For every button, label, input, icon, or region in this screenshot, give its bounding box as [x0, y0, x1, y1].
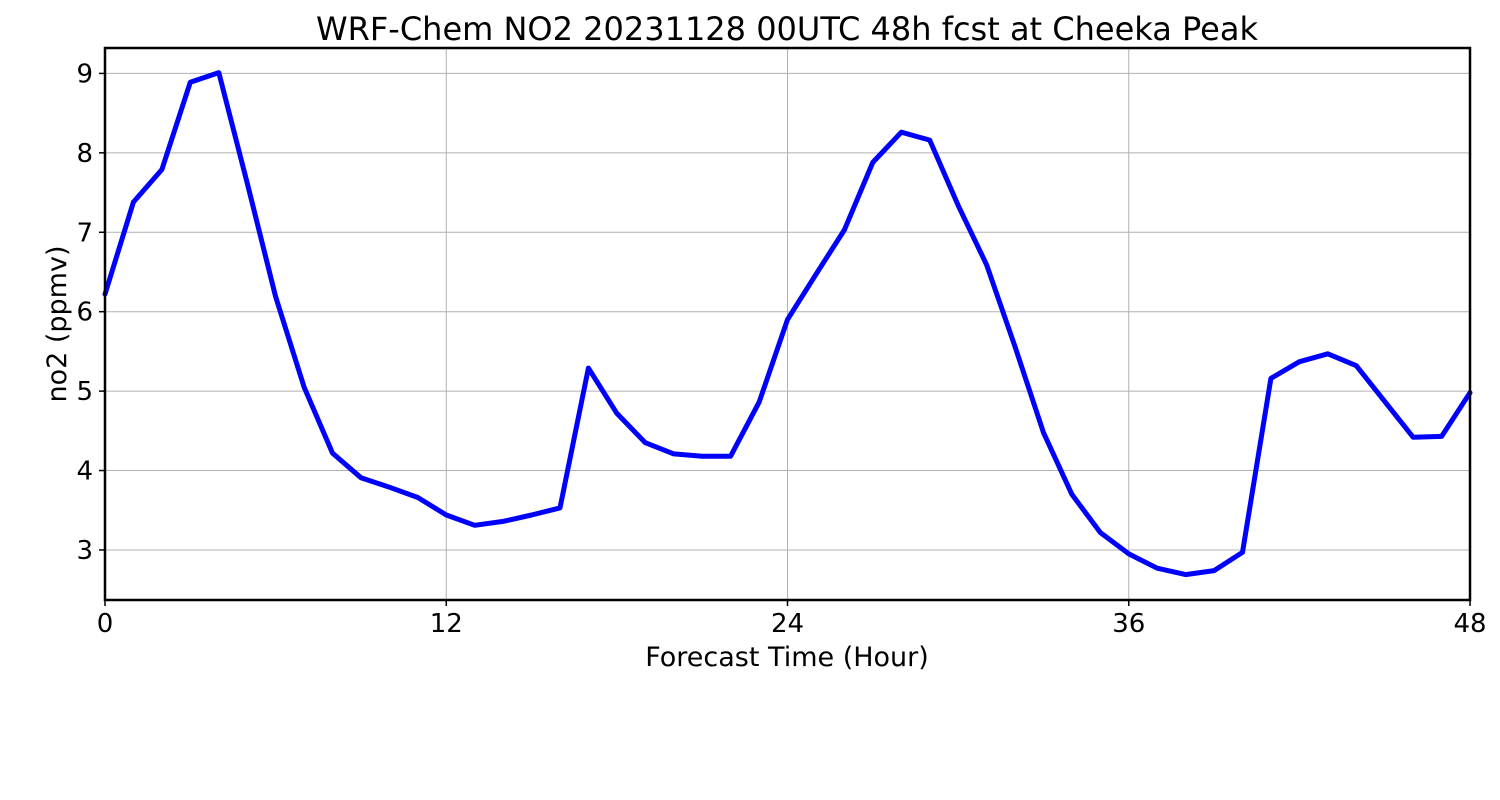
x-axis-label: Forecast Time (Hour) [645, 642, 929, 673]
y-tick-label: 7 [76, 218, 93, 248]
x-tick-label: 12 [430, 609, 463, 639]
axis-ticks: 0 12 24 36 48 3 4 5 6 7 8 9 [76, 59, 1486, 639]
x-tick-label: 36 [1112, 609, 1145, 639]
y-axis-label: no2 (ppmv) [42, 245, 73, 402]
y-tick-label: 6 [76, 298, 93, 328]
series-layer [102, 70, 1473, 578]
y-tick-label: 3 [76, 536, 93, 566]
y-tick-label: 4 [76, 457, 93, 487]
x-tick-label: 48 [1453, 609, 1486, 639]
no2-series-line [102, 70, 1473, 578]
chart-title: WRF-Chem NO2 20231128 00UTC 48h fcst at … [316, 10, 1258, 48]
y-tick-label: 9 [76, 59, 93, 89]
x-tick-label: 24 [771, 609, 804, 639]
y-tick-label: 5 [76, 377, 93, 407]
x-tick-label: 0 [97, 609, 114, 639]
y-tick-label: 8 [76, 139, 93, 169]
